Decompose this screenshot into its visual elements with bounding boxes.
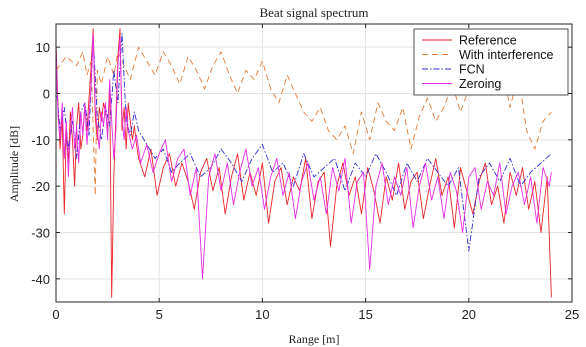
y-tick-label: -20	[31, 179, 50, 194]
x-tick-label: 15	[358, 307, 372, 322]
x-tick-label: 20	[462, 307, 476, 322]
x-tick-label: 25	[565, 307, 579, 322]
y-tick-label: -30	[31, 226, 50, 241]
series-line-with-interference	[56, 46, 552, 196]
x-axis-label: Range [m]	[289, 332, 340, 346]
legend-label: Zeroing	[459, 77, 501, 91]
x-tick-label: 5	[156, 307, 163, 322]
y-tick-label: 10	[36, 40, 50, 55]
chart-title: Beat signal spectrum	[259, 5, 368, 20]
y-tick-label: -10	[31, 133, 50, 148]
legend-label: With interference	[459, 48, 554, 62]
x-tick-label: 0	[52, 307, 59, 322]
series-line-fcn	[56, 32, 552, 252]
y-axis-label: Amplitude [dB]	[7, 126, 21, 202]
y-tick-label: 0	[43, 87, 50, 102]
x-tick-label: 10	[255, 307, 269, 322]
series-line-zeroing	[56, 32, 552, 280]
series-group	[56, 28, 552, 298]
legend-label: Reference	[459, 34, 517, 48]
plot-frame	[55, 23, 573, 303]
legend-label: FCN	[459, 63, 485, 77]
ticks: 0 5 10 15 20 25 -40 -30 -20 -10 0 10	[31, 24, 579, 322]
y-tick-label: -40	[31, 272, 50, 287]
